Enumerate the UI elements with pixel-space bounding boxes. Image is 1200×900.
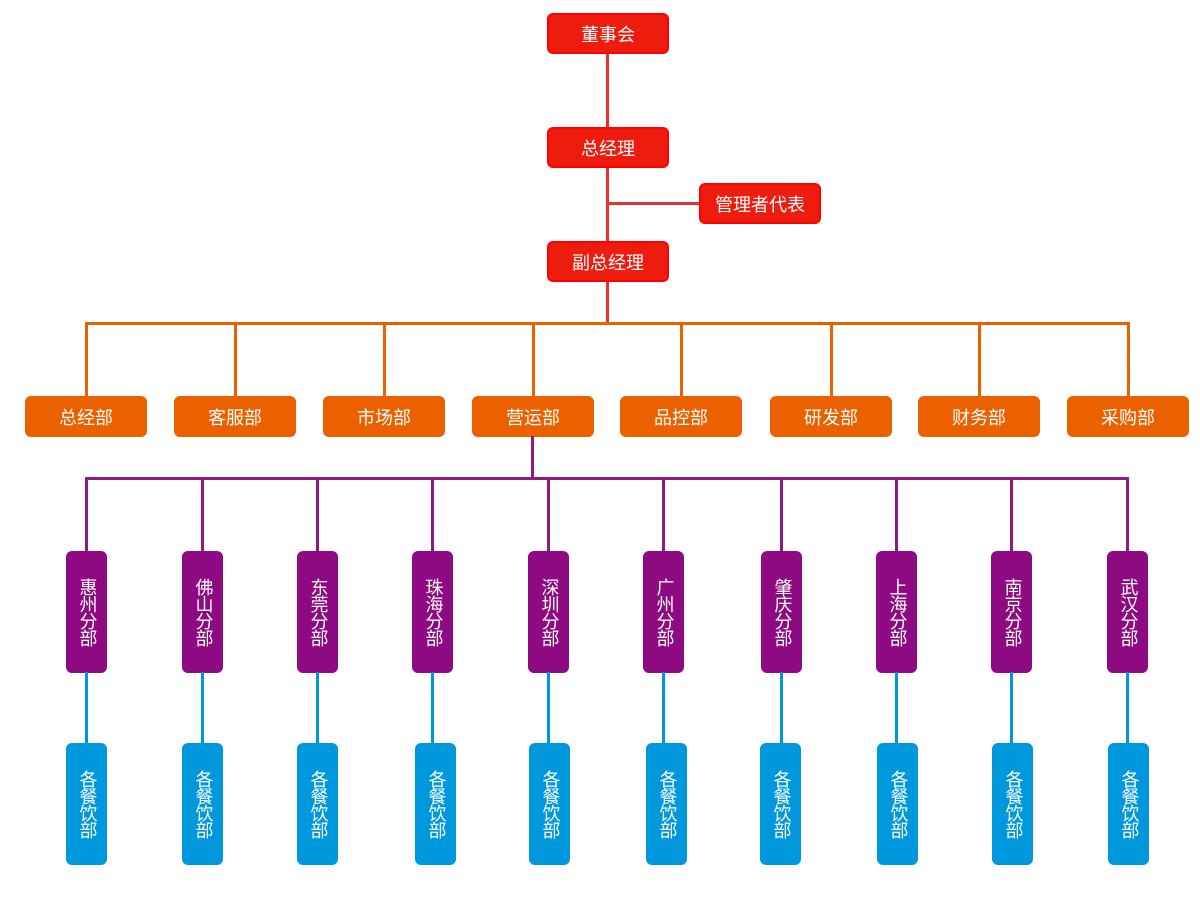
dining-unit-box-label: 各餐饮部 <box>307 770 329 838</box>
department-bus <box>85 322 1128 325</box>
unit-connector <box>547 672 550 743</box>
deputy-general-manager-box-label: 副总经理 <box>572 252 644 274</box>
department-box-label: 品控部 <box>654 407 708 429</box>
unit-connector <box>85 672 88 743</box>
dining-unit-box[interactable]: 各餐饮部 <box>529 743 570 865</box>
unit-connector <box>1126 672 1129 743</box>
dining-unit-box-label: 各餐饮部 <box>76 770 98 838</box>
dining-unit-box[interactable]: 各餐饮部 <box>992 743 1033 865</box>
branch-connector <box>431 477 434 551</box>
unit-connector <box>316 672 319 743</box>
branch-box-label: 上海分部 <box>886 578 908 646</box>
unit-connector <box>201 672 204 743</box>
branch-connector <box>316 477 319 551</box>
branch-box[interactable]: 上海分部 <box>876 551 917 673</box>
general-manager-box[interactable]: 总经理 <box>547 127 669 168</box>
department-box-label: 总经部 <box>59 407 113 429</box>
unit-connector <box>662 672 665 743</box>
dining-unit-box-label: 各餐饮部 <box>770 770 792 838</box>
department-connector <box>532 322 535 396</box>
representative-connector <box>608 202 700 205</box>
management-representative-box[interactable]: 管理者代表 <box>699 183 821 224</box>
branch-box[interactable]: 广州分部 <box>643 551 684 673</box>
dining-unit-box[interactable]: 各餐饮部 <box>1108 743 1149 865</box>
branch-box[interactable]: 惠州分部 <box>66 551 107 673</box>
dining-unit-box-label: 各餐饮部 <box>425 770 447 838</box>
board-box-label: 董事会 <box>581 24 635 46</box>
department-box[interactable]: 营运部 <box>472 396 594 437</box>
department-connector <box>978 322 981 396</box>
branch-box[interactable]: 佛山分部 <box>182 551 223 673</box>
branch-connector <box>547 477 550 551</box>
unit-connector <box>780 672 783 743</box>
board-box[interactable]: 董事会 <box>547 13 669 54</box>
dining-unit-box-label: 各餐饮部 <box>887 770 909 838</box>
dining-unit-box[interactable]: 各餐饮部 <box>66 743 107 865</box>
branch-box-label: 惠州分部 <box>76 578 98 646</box>
branch-box-label: 武汉分部 <box>1117 578 1139 646</box>
department-box-label: 客服部 <box>208 407 262 429</box>
branch-box[interactable]: 武汉分部 <box>1107 551 1148 673</box>
dining-unit-box[interactable]: 各餐饮部 <box>646 743 687 865</box>
department-box[interactable]: 采购部 <box>1067 396 1189 437</box>
department-box-label: 研发部 <box>804 407 858 429</box>
department-box-label: 市场部 <box>357 407 411 429</box>
branch-connector <box>780 477 783 551</box>
department-connector <box>1127 322 1130 396</box>
branch-box[interactable]: 肇庆分部 <box>761 551 802 673</box>
department-box[interactable]: 市场部 <box>323 396 445 437</box>
dining-unit-box-label: 各餐饮部 <box>192 770 214 838</box>
department-box-label: 财务部 <box>952 407 1006 429</box>
branch-box-label: 珠海分部 <box>422 578 444 646</box>
dining-unit-box[interactable]: 各餐饮部 <box>415 743 456 865</box>
dining-unit-box[interactable]: 各餐饮部 <box>877 743 918 865</box>
branch-connector <box>895 477 898 551</box>
branch-box[interactable]: 东莞分部 <box>297 551 338 673</box>
branch-box-label: 东莞分部 <box>307 578 329 646</box>
dining-unit-box[interactable]: 各餐饮部 <box>182 743 223 865</box>
unit-connector <box>895 672 898 743</box>
dining-unit-box-label: 各餐饮部 <box>1118 770 1140 838</box>
department-box[interactable]: 研发部 <box>770 396 892 437</box>
branch-connector <box>85 477 88 551</box>
deputy-general-manager-box[interactable]: 副总经理 <box>547 241 669 282</box>
general-manager-box-label: 总经理 <box>581 138 635 160</box>
branch-connector <box>1126 477 1129 551</box>
branch-box-label: 肇庆分部 <box>771 578 793 646</box>
unit-connector <box>431 672 434 743</box>
branch-box-label: 南京分部 <box>1001 578 1023 646</box>
branch-bus <box>85 477 1128 480</box>
branch-connector <box>201 477 204 551</box>
department-connector <box>830 322 833 396</box>
department-connector <box>383 322 386 396</box>
department-connector <box>85 322 88 396</box>
unit-connector <box>1010 672 1013 743</box>
dining-unit-box[interactable]: 各餐饮部 <box>760 743 801 865</box>
department-connector <box>234 322 237 396</box>
branch-box-label: 佛山分部 <box>192 578 214 646</box>
dining-unit-box[interactable]: 各餐饮部 <box>297 743 338 865</box>
department-box-label: 营运部 <box>506 407 560 429</box>
branch-box[interactable]: 南京分部 <box>991 551 1032 673</box>
department-box[interactable]: 品控部 <box>620 396 742 437</box>
operations-connector <box>531 436 534 479</box>
management-representative-box-label: 管理者代表 <box>715 194 805 216</box>
branch-connector <box>1010 477 1013 551</box>
branch-connector <box>662 477 665 551</box>
executive-connector <box>606 52 609 324</box>
dining-unit-box-label: 各餐饮部 <box>656 770 678 838</box>
department-box[interactable]: 财务部 <box>918 396 1040 437</box>
dining-unit-box-label: 各餐饮部 <box>1002 770 1024 838</box>
branch-box-label: 广州分部 <box>653 578 675 646</box>
branch-box-label: 深圳分部 <box>538 578 560 646</box>
department-connector <box>680 322 683 396</box>
dining-unit-box-label: 各餐饮部 <box>539 770 561 838</box>
department-box[interactable]: 总经部 <box>25 396 147 437</box>
branch-box[interactable]: 深圳分部 <box>528 551 569 673</box>
department-box-label: 采购部 <box>1101 407 1155 429</box>
department-box[interactable]: 客服部 <box>174 396 296 437</box>
branch-box[interactable]: 珠海分部 <box>412 551 453 673</box>
